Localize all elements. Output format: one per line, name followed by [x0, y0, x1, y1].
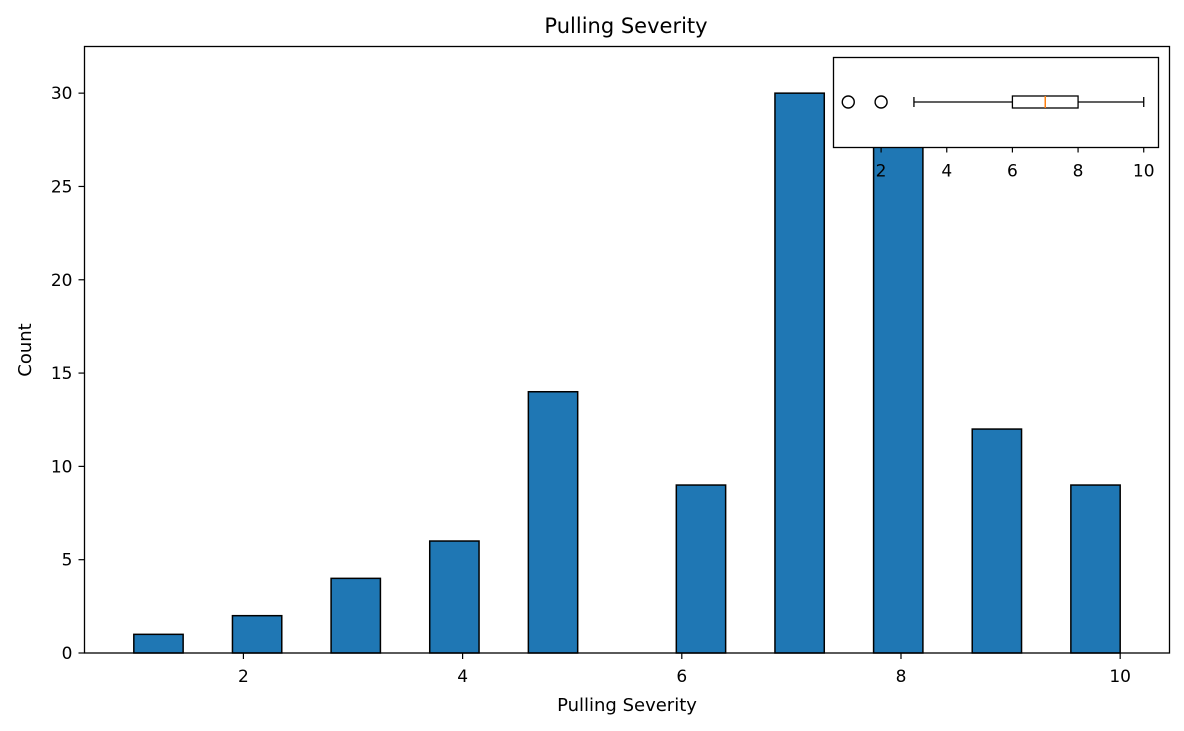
x-tick-label: 4 [457, 667, 468, 687]
y-tick-label: 25 [51, 177, 73, 197]
y-tick-label: 30 [51, 84, 73, 104]
y-axis-label: Count [15, 323, 36, 376]
bar [330, 577, 382, 654]
bar [872, 111, 924, 654]
x-tick-label: 8 [896, 667, 907, 687]
bar [1070, 484, 1121, 654]
y-axis-ticks: 0 5 10 15 20 25 30 [51, 84, 85, 664]
y-tick-label: 15 [51, 364, 73, 384]
x-tick-label: 6 [676, 667, 687, 687]
bar [527, 390, 579, 654]
inset-x-tick-label: 10 [1133, 162, 1155, 182]
bar [428, 540, 480, 654]
inset-x-tick-label: 2 [876, 162, 887, 182]
bar [133, 633, 184, 654]
outlier-point [841, 95, 855, 109]
boxplot-inset: 2 4 6 8 10 [832, 56, 1160, 182]
bar [231, 614, 283, 654]
inset-x-tick-label: 6 [1007, 162, 1018, 182]
plot-frame [83, 45, 1171, 654]
inset-x-tick-label: 4 [941, 162, 952, 182]
bar [675, 484, 727, 654]
inset-x-axis-ticks: 2 4 6 8 10 [876, 147, 1155, 182]
y-tick-label: 20 [51, 271, 73, 291]
x-tick-label: 10 [1109, 667, 1131, 687]
y-tick-label: 10 [51, 457, 73, 477]
boxplot [841, 95, 1145, 109]
bar [774, 92, 826, 654]
inset-x-tick-label: 8 [1073, 162, 1084, 182]
chart-title: Pulling Severity [544, 14, 707, 38]
y-tick-label: 0 [62, 644, 73, 664]
bar-group [133, 92, 1121, 654]
x-tick-label: 2 [238, 667, 249, 687]
x-axis-ticks: 2 4 6 8 10 [238, 653, 1131, 687]
x-axis-label: Pulling Severity [557, 695, 697, 716]
outlier-point [874, 95, 888, 109]
bar [971, 428, 1023, 654]
y-tick-label: 5 [62, 551, 73, 571]
